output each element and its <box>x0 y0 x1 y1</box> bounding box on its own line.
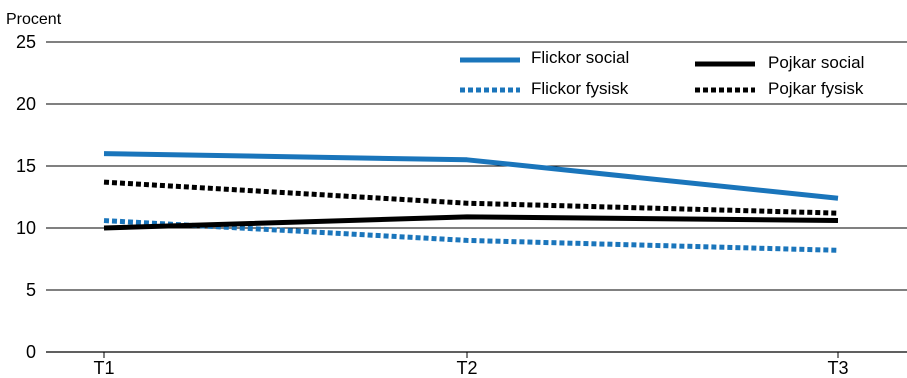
series-line-pojkar-fysisk <box>103 179 839 216</box>
y-axis-ticks: 0 5 10 15 20 25 <box>16 32 36 362</box>
legend-label: Flickor social <box>531 48 629 67</box>
x-tick-label: T2 <box>456 358 477 378</box>
legend: Flickor social Flickor fysisk Pojkar socia… <box>460 48 864 98</box>
y-tick-label: 20 <box>16 94 36 114</box>
y-tick-label: 25 <box>16 32 36 52</box>
x-tick-label: T3 <box>827 358 848 378</box>
series-lines <box>103 151 839 253</box>
gridlines <box>46 41 907 353</box>
legend-label: Pojkar fysisk <box>768 79 864 98</box>
y-axis-title: Procent <box>6 11 62 28</box>
x-axis-ticks: T1 T2 T3 <box>93 352 849 378</box>
legend-label: Pojkar social <box>768 53 864 72</box>
x-tick-label: T1 <box>93 358 114 378</box>
y-tick-label: 0 <box>26 342 36 362</box>
y-tick-label: 15 <box>16 156 36 176</box>
y-tick-label: 10 <box>16 218 36 238</box>
series-line-pojkar-social <box>103 214 839 231</box>
legend-label: Flickor fysisk <box>531 79 629 98</box>
y-tick-label: 5 <box>26 280 36 300</box>
series-line-flickor-social <box>103 151 839 201</box>
series-line-flickor-fysisk <box>103 218 839 253</box>
